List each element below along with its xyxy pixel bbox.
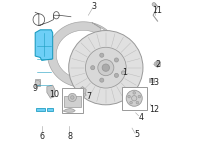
Circle shape [156, 63, 159, 66]
Circle shape [91, 66, 95, 70]
Polygon shape [56, 30, 107, 79]
Circle shape [98, 60, 114, 76]
Circle shape [85, 47, 126, 88]
Text: 10: 10 [49, 90, 59, 99]
Circle shape [102, 64, 109, 71]
Text: 2: 2 [156, 60, 161, 69]
Bar [36, 108, 45, 111]
Circle shape [152, 3, 156, 6]
Polygon shape [83, 40, 90, 49]
Text: 8: 8 [68, 132, 73, 141]
Text: 9: 9 [33, 83, 38, 93]
Text: 6: 6 [39, 132, 44, 141]
Circle shape [136, 101, 139, 104]
Circle shape [69, 31, 143, 105]
Circle shape [121, 71, 125, 75]
Text: 1: 1 [122, 68, 127, 77]
Bar [64, 96, 81, 107]
Circle shape [114, 73, 118, 77]
Bar [150, 79, 152, 80]
Circle shape [68, 93, 76, 102]
Text: 13: 13 [149, 78, 159, 87]
Text: 12: 12 [150, 105, 160, 114]
Circle shape [126, 90, 142, 106]
Text: 5: 5 [135, 130, 140, 139]
Polygon shape [47, 85, 55, 98]
Bar [47, 108, 53, 111]
Bar [35, 79, 40, 86]
Circle shape [100, 53, 104, 57]
Bar [149, 78, 154, 81]
Text: 7: 7 [87, 92, 92, 101]
Polygon shape [73, 87, 86, 101]
Circle shape [132, 96, 137, 101]
Circle shape [138, 95, 141, 98]
Circle shape [114, 58, 118, 62]
Text: 3: 3 [92, 2, 97, 11]
Bar [62, 88, 83, 113]
Circle shape [100, 78, 104, 82]
Polygon shape [35, 30, 53, 60]
Text: 11: 11 [153, 6, 163, 15]
Circle shape [71, 96, 74, 99]
Circle shape [128, 95, 130, 98]
Circle shape [133, 92, 136, 94]
Polygon shape [64, 108, 75, 112]
Polygon shape [48, 22, 111, 87]
Text: 4: 4 [138, 113, 143, 122]
Circle shape [130, 101, 132, 104]
Bar [122, 87, 147, 110]
Circle shape [35, 80, 40, 86]
